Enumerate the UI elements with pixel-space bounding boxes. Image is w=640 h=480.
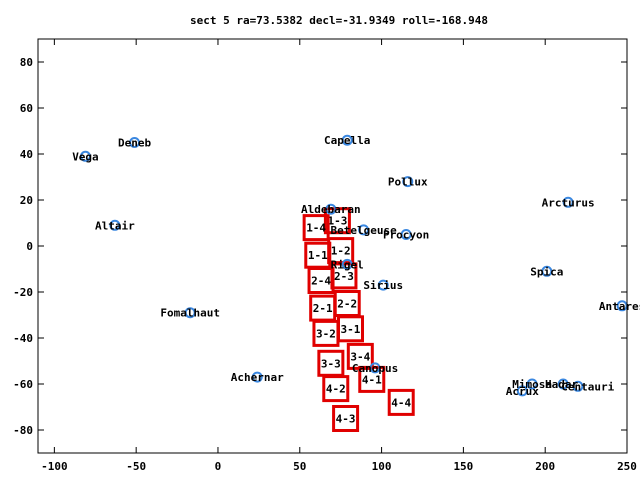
star-point-aldebaran (325, 203, 337, 215)
star-point-vega (79, 150, 91, 162)
sector-box-1-1: 1-1 (304, 241, 332, 269)
x-tick-label: 50 (293, 460, 306, 473)
star-labels: Vega Deneb Altair Fomalhaut Achernar Capella P… (72, 134, 640, 398)
sector-box-outline (332, 405, 360, 432)
sector-box-label: 2-3 (334, 270, 354, 283)
star-label: Hadar (545, 378, 578, 391)
y-tick-label: -40 (13, 332, 33, 345)
sector-box-4-4: 4-4 (387, 388, 415, 416)
sector-box-label: 4-1 (362, 373, 382, 386)
sector-box-label: 1-3 (327, 215, 347, 228)
y-tick-label: 0 (26, 240, 33, 253)
y-tick-label: 20 (20, 194, 33, 207)
star-label: Arcturus (542, 196, 595, 209)
star-label: Sirius (363, 279, 403, 292)
star-point-procyon (400, 229, 412, 240)
stars (79, 134, 628, 397)
chart-title: sect 5 ra=73.5382 decl=-31.9349 roll=-16… (190, 14, 488, 27)
star-point-capella (341, 134, 353, 146)
sector-box-2-4: 2-4 (307, 267, 335, 294)
y-tick-label: -20 (13, 286, 33, 299)
y-tick-label: -80 (13, 424, 33, 437)
sector-box-4-3: 4-3 (332, 405, 360, 432)
star-label: Pollux (388, 176, 428, 189)
sector-box-3-1: 3-1 (336, 315, 364, 343)
x-tick-label: 150 (453, 460, 473, 473)
sector-box-outline (387, 388, 415, 416)
star-label: Fomalhaut (160, 307, 220, 320)
star-point-deneb (129, 137, 141, 148)
sector-box-label: 1-4 (306, 222, 326, 235)
sector-box-label: 4-3 (336, 413, 356, 426)
sector-box-label: 1-1 (308, 249, 328, 262)
star-point-sirius (377, 279, 389, 291)
y-tick-label: 60 (20, 102, 33, 115)
star-label: Achernar (231, 371, 284, 384)
star-label: Mimosa (512, 378, 552, 391)
axis-ticks: -100 -50 0 50 100 150 200 250 -80 -60 -40 -20 0 20 40 6… (13, 39, 637, 473)
x-tick-label: 200 (535, 460, 555, 473)
sector-box-1-3: 1-3 (323, 207, 351, 235)
star-point-altair (109, 219, 121, 231)
star-label: Vega (72, 150, 99, 163)
sector-box-label: 4-4 (391, 396, 411, 409)
sector-box-outline (322, 375, 350, 403)
y-tick-label: 40 (20, 148, 33, 161)
sector-box-label: 1-2 (331, 245, 351, 258)
sector-boxes: 1-31-4 1-21-1 2-32-4 2-2 2-1 3-1 3-2 3-4 3-3 4-1 4… (302, 207, 415, 432)
star-label: Spica (530, 265, 563, 278)
sector-box-label: 3-3 (321, 357, 341, 370)
star-label: Canopus (352, 362, 398, 375)
star-point-arcturus (562, 196, 574, 208)
sector-box-label: 3-2 (316, 327, 336, 340)
sector-box-outline (312, 319, 340, 347)
sector-box-outline (358, 365, 386, 393)
star-label: Antares (599, 300, 640, 313)
star-point-rigel (341, 258, 353, 270)
star-label: Acrux (506, 385, 539, 398)
star-point-pollux (402, 176, 414, 188)
x-tick-label: 0 (215, 460, 222, 473)
sector-box-label: 2-1 (313, 302, 333, 315)
star-label: Rigel (331, 258, 364, 271)
star-label: Deneb (118, 137, 151, 150)
sector-box-3-3: 3-3 (317, 349, 345, 377)
star-point-fomalhaut (184, 307, 196, 319)
sector-box-label: 2-2 (337, 298, 357, 311)
star-label: Aldebaran (301, 203, 361, 216)
y-tick-label: 80 (20, 56, 33, 69)
x-tick-label: -100 (41, 460, 68, 473)
star-point-canopus (369, 362, 381, 374)
sector-box-1-4: 1-4 (302, 214, 330, 242)
sector-box-2-1: 2-1 (309, 294, 337, 322)
sector-box-label: 2-4 (311, 275, 331, 288)
star-point-spica (541, 265, 553, 277)
star-point-acrux (516, 385, 528, 397)
y-tick-label: -60 (13, 378, 33, 391)
star-label: Procyon (383, 229, 429, 242)
sector-box-outline (323, 207, 351, 235)
sector-box-label: 4-2 (326, 383, 346, 396)
sector-box-outline (302, 214, 330, 242)
sector-box-label: 3-4 (350, 350, 370, 363)
sector-box-label: 3-1 (341, 323, 361, 336)
star-point-rigil-kentaurus (572, 380, 584, 392)
x-tick-label: -50 (126, 460, 146, 473)
star-point-mimosa (526, 378, 538, 390)
sector-box-3-2: 3-2 (312, 319, 340, 347)
sector-box-outline (307, 267, 335, 294)
sector-box-4-1: 4-1 (358, 365, 386, 393)
star-label: Centauri (561, 380, 614, 393)
star-label: Betelgeuse (330, 224, 397, 237)
sector-box-2-2: 2-2 (333, 290, 361, 317)
star-label: Capella (324, 134, 370, 147)
star-point-hadar (557, 378, 569, 390)
star-point-achernar (251, 371, 263, 383)
sector-box-4-2: 4-2 (322, 375, 350, 403)
star-label: Altair (95, 219, 135, 232)
x-tick-label: 100 (372, 460, 392, 473)
star-point-betelgeuse (358, 224, 370, 236)
x-tick-label: 250 (617, 460, 637, 473)
